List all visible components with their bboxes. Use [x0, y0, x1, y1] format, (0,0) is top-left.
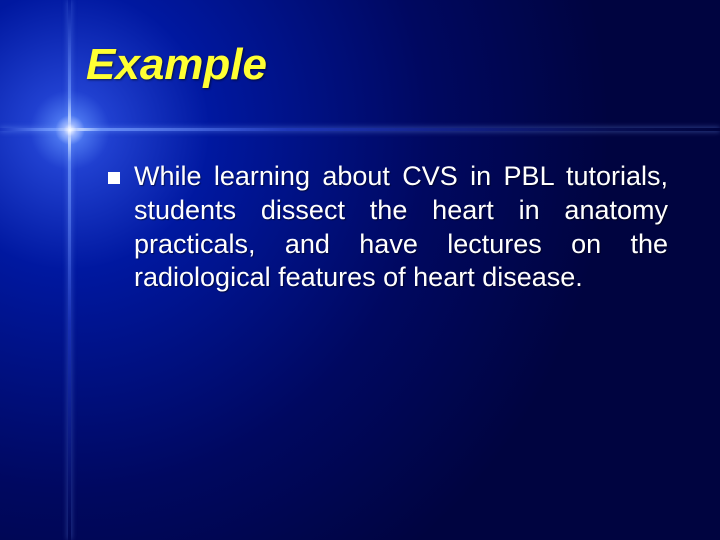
flare-core: [55, 115, 85, 145]
flare-vertical: [68, 0, 71, 540]
slide-title: Example: [86, 40, 267, 90]
square-bullet-icon: [108, 172, 120, 184]
bullet-text: While learning about CVS in PBL tutorial…: [134, 160, 668, 295]
body-area: While learning about CVS in PBL tutorial…: [108, 160, 668, 295]
slide: Example While learning about CVS in PBL …: [0, 0, 720, 540]
flare-horizontal: [0, 128, 720, 131]
bullet-item: While learning about CVS in PBL tutorial…: [108, 160, 668, 295]
